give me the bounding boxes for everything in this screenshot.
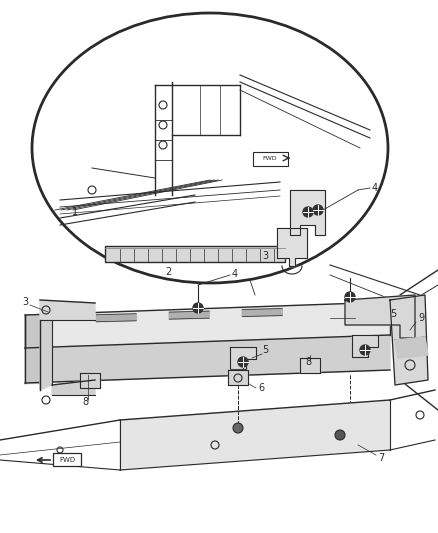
Polygon shape — [277, 228, 307, 266]
Circle shape — [360, 345, 370, 355]
Text: 8: 8 — [82, 397, 88, 407]
Text: 7: 7 — [378, 453, 384, 463]
Polygon shape — [25, 335, 390, 383]
Polygon shape — [120, 400, 390, 470]
Text: 3: 3 — [262, 251, 268, 261]
Circle shape — [335, 430, 345, 440]
Text: 9: 9 — [418, 313, 424, 323]
Circle shape — [238, 357, 248, 367]
Circle shape — [313, 205, 323, 215]
Polygon shape — [80, 373, 100, 388]
Text: 8: 8 — [305, 357, 311, 367]
Text: 6: 6 — [258, 383, 264, 393]
Polygon shape — [25, 315, 40, 383]
Polygon shape — [390, 295, 428, 385]
Polygon shape — [25, 302, 390, 348]
Text: 4: 4 — [372, 183, 378, 193]
Polygon shape — [395, 337, 428, 358]
Polygon shape — [242, 309, 282, 317]
Circle shape — [233, 423, 243, 433]
FancyBboxPatch shape — [105, 246, 285, 262]
Polygon shape — [96, 314, 136, 322]
Circle shape — [345, 292, 355, 302]
FancyBboxPatch shape — [253, 152, 288, 166]
Text: 1: 1 — [72, 207, 78, 217]
Text: 3: 3 — [22, 297, 28, 307]
FancyBboxPatch shape — [53, 453, 81, 466]
Polygon shape — [40, 320, 52, 390]
Text: 5: 5 — [390, 309, 396, 319]
Text: 5: 5 — [262, 345, 268, 355]
Polygon shape — [290, 190, 325, 235]
Text: FWD: FWD — [263, 157, 277, 161]
Polygon shape — [40, 300, 95, 320]
Ellipse shape — [32, 13, 388, 283]
Polygon shape — [228, 370, 248, 385]
Polygon shape — [230, 347, 256, 369]
Polygon shape — [352, 335, 378, 357]
Polygon shape — [52, 380, 95, 395]
Polygon shape — [300, 358, 320, 373]
Text: FWD: FWD — [59, 457, 75, 463]
Circle shape — [303, 207, 313, 217]
Polygon shape — [345, 295, 415, 338]
Text: 4: 4 — [232, 269, 238, 279]
Polygon shape — [169, 311, 209, 319]
Text: 2: 2 — [165, 267, 171, 277]
Circle shape — [193, 303, 203, 313]
